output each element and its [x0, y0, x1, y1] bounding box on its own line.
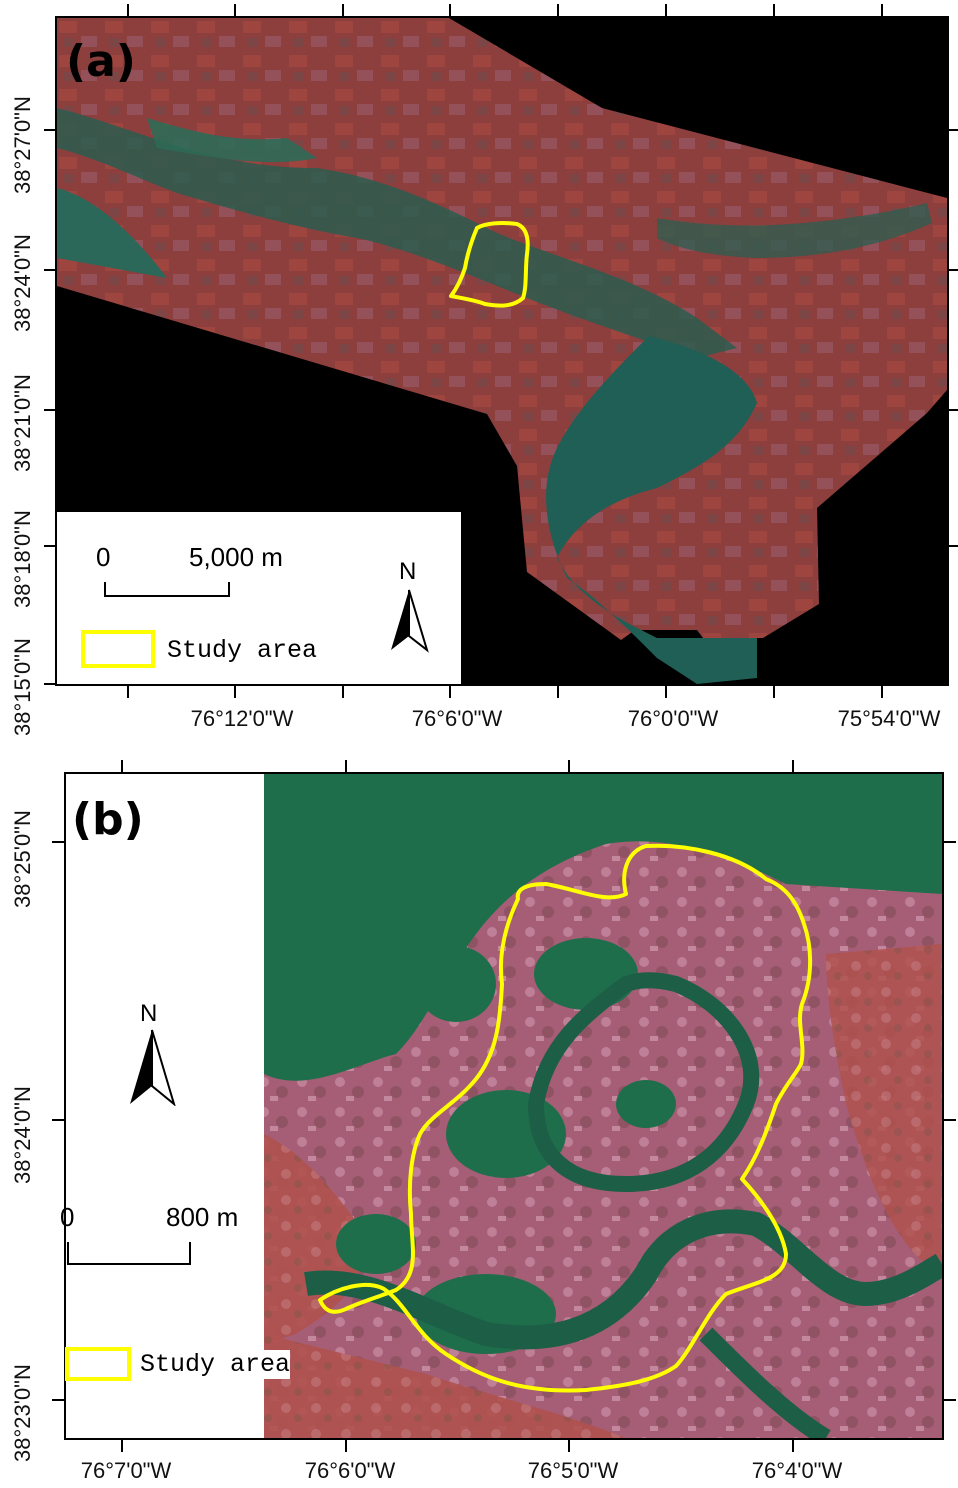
pond [336, 1214, 416, 1274]
tidal-channel [699, 1327, 831, 1438]
lon-tick-label: 76°12'0"W [190, 706, 294, 731]
scale-value: 800 m [166, 1202, 239, 1232]
lat-tick-label: 38°23'0"N [10, 1364, 35, 1462]
legend-swatch [81, 630, 155, 668]
north-label: N [140, 1000, 158, 1027]
legend-label: Study area [140, 1350, 291, 1379]
lat-tick-label: 38°15'0"N [10, 638, 35, 736]
lat-tick-label: 38°27'0"N [10, 96, 35, 194]
pond [416, 946, 496, 1022]
lon-tick-label: 76°6'0"W [304, 1458, 396, 1483]
farmland-area [826, 944, 942, 1274]
map-b-frame [64, 772, 944, 1440]
study-area-outline [318, 843, 813, 1393]
bay-water [546, 336, 757, 684]
lon-tick-label: 76°0'0"W [627, 706, 719, 731]
lat-tick-label: 38°24'0"N [10, 234, 35, 332]
lat-tick-label: 38°18'0"N [10, 510, 35, 608]
lon-tick-label: 76°7'0"W [80, 1458, 172, 1483]
map-b-image [264, 774, 942, 1438]
tidal-creek [657, 203, 932, 258]
legend-swatch [65, 1347, 131, 1381]
panel-a-label: (a) [66, 36, 136, 87]
map-a-image [57, 18, 947, 684]
scale-zero: 0 [96, 542, 111, 572]
marsh-channel [57, 108, 737, 358]
lon-tick-label: 76°6'0"W [411, 706, 503, 731]
scale-zero: 0 [60, 1202, 75, 1232]
left-water [57, 188, 167, 278]
panel-b-label: (b) [72, 794, 144, 845]
map-b-ticks [52, 760, 956, 1452]
tidal-creek [147, 118, 317, 163]
tidal-channel [304, 1209, 942, 1350]
panel-b: (b) N 0 800 m Study area 76°7'0"W 76°6'0… [0, 750, 958, 1488]
north-arrow-icon [391, 590, 409, 650]
study-area-outline [449, 221, 530, 308]
map-a-legend: 0 5,000 m N Study area [57, 512, 461, 684]
lat-tick-label: 38°25'0"N [10, 810, 35, 908]
scale-bar [67, 1242, 191, 1265]
lon-tick-label: 75°54'0"W [837, 706, 941, 731]
scale-value: 5,000 m [189, 542, 283, 572]
lon-tick-label: 76°5'0"W [527, 1458, 619, 1483]
north-arrow-icon [130, 1029, 176, 1106]
farmland-area [264, 1334, 626, 1438]
panel-a: (a) 0 5,000 m N Study area 76°12'0"W 76°… [0, 0, 958, 740]
tidal-channel [527, 972, 760, 1193]
legend-label: Study area [167, 636, 318, 665]
lon-tick-label: 76°4'0"W [751, 1458, 843, 1483]
north-label: N [399, 558, 417, 585]
pond [616, 1080, 676, 1128]
lat-tick-label: 38°21'0"N [10, 374, 35, 472]
lat-tick-label: 38°24'0"N [10, 1086, 35, 1184]
scale-bar [81, 582, 429, 668]
map-a-ticks [44, 4, 958, 698]
